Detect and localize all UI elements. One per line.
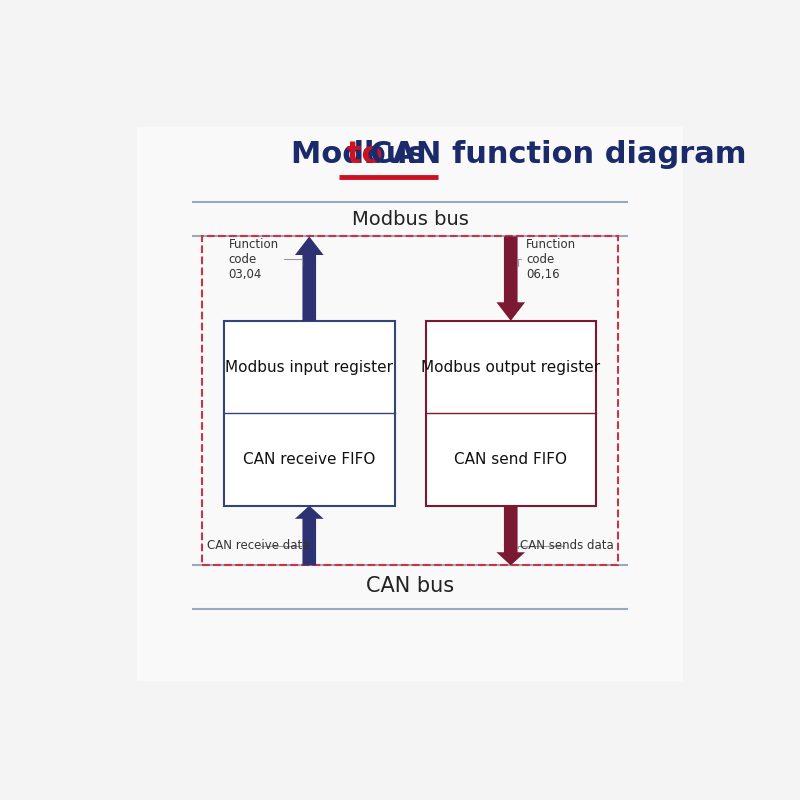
- Text: CAN bus: CAN bus: [366, 576, 454, 596]
- Text: CAN sends data: CAN sends data: [518, 539, 614, 552]
- Text: CAN function diagram: CAN function diagram: [370, 140, 747, 169]
- Text: CAN send FIFO: CAN send FIFO: [454, 452, 567, 467]
- Text: Modbus: Modbus: [291, 140, 436, 169]
- Bar: [138, 127, 682, 682]
- FancyArrow shape: [295, 506, 323, 566]
- Bar: [224, 321, 394, 506]
- Bar: [202, 237, 618, 566]
- Bar: [426, 321, 596, 506]
- Text: Modbus output register: Modbus output register: [421, 359, 600, 374]
- FancyArrow shape: [295, 237, 323, 321]
- Text: to: to: [346, 140, 393, 169]
- Text: Function
code
06,16: Function code 06,16: [518, 238, 576, 281]
- Text: Modbus bus: Modbus bus: [351, 210, 469, 229]
- Text: CAN receive data: CAN receive data: [207, 539, 310, 552]
- Text: Function
code
03,04: Function code 03,04: [229, 238, 302, 281]
- FancyArrow shape: [497, 506, 525, 566]
- Text: Modbus input register: Modbus input register: [226, 359, 394, 374]
- Text: CAN receive FIFO: CAN receive FIFO: [243, 452, 375, 467]
- FancyArrow shape: [497, 237, 525, 321]
